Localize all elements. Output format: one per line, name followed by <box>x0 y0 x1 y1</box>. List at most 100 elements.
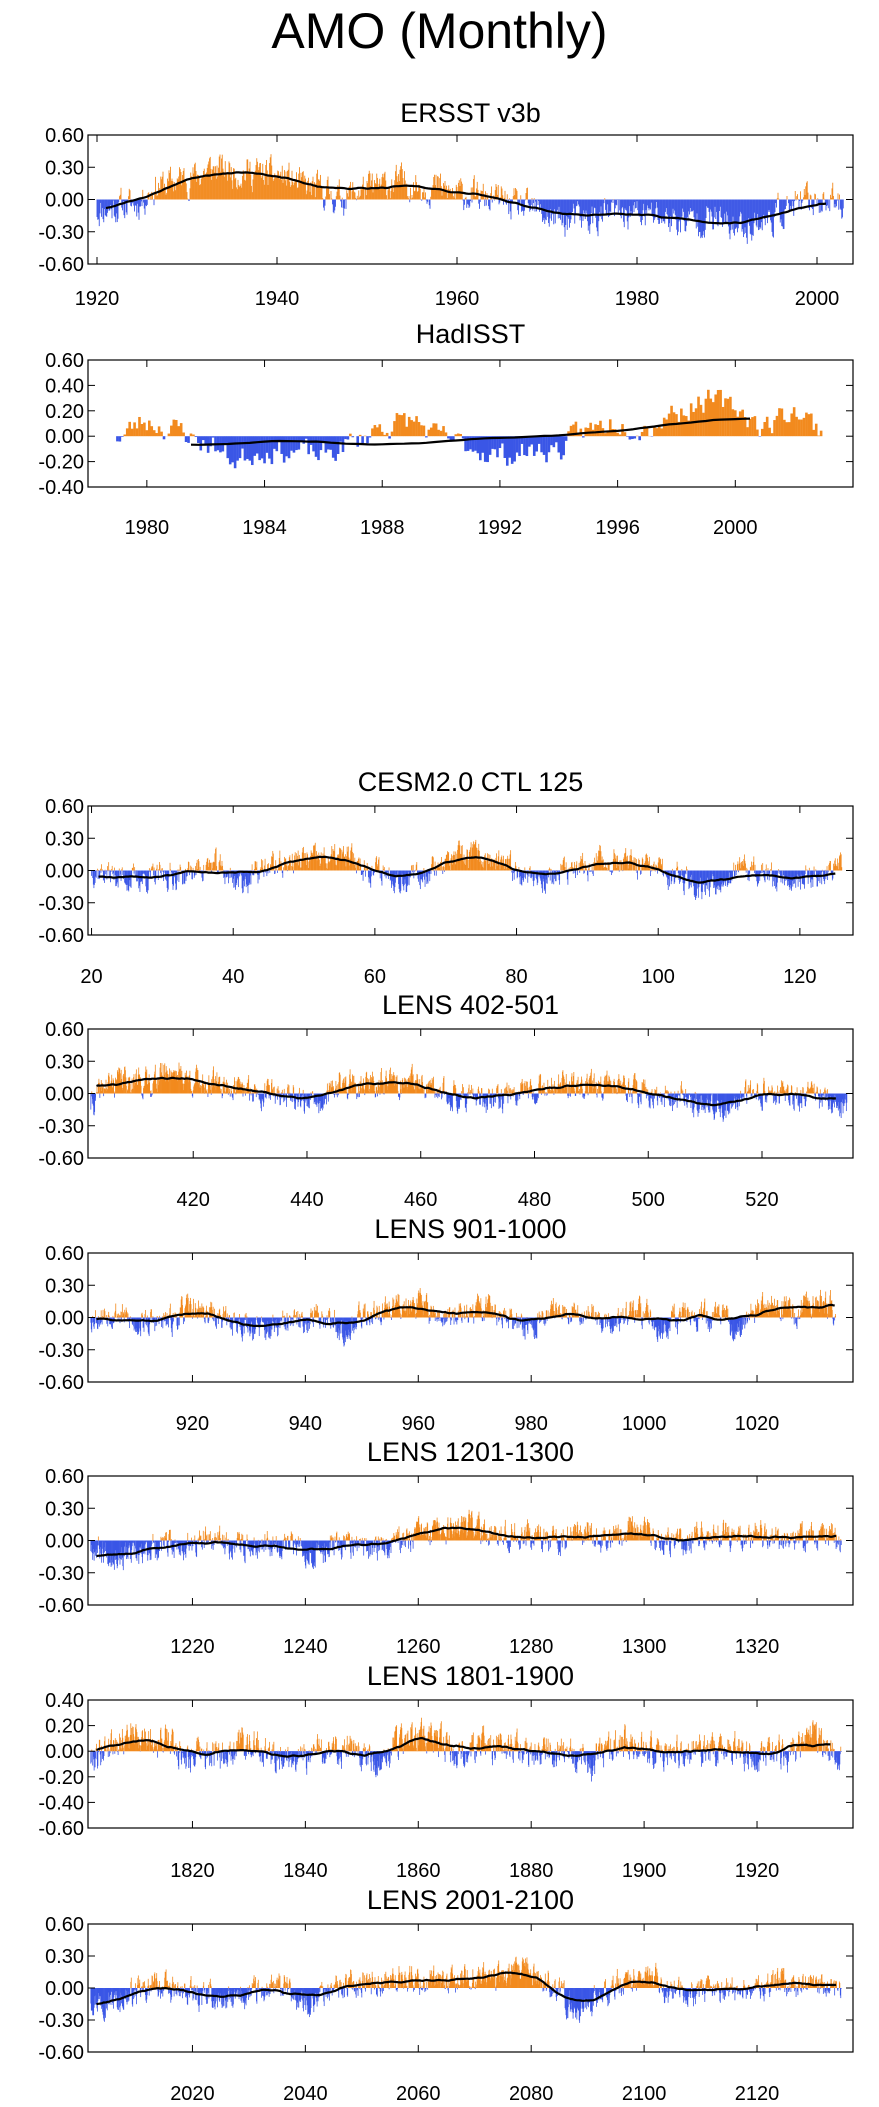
bar-positive <box>545 1092 547 1094</box>
bar-positive <box>504 865 506 871</box>
bar-negative <box>133 870 135 874</box>
bar-positive <box>167 181 169 200</box>
bar-positive <box>207 857 209 871</box>
bar-negative <box>795 870 797 880</box>
bar-negative <box>629 199 630 207</box>
bar-positive <box>736 416 740 437</box>
bar-positive <box>488 863 490 871</box>
bar-positive <box>447 851 448 871</box>
bar-positive <box>741 409 744 437</box>
bar-positive <box>338 186 339 200</box>
bar-positive <box>262 860 264 871</box>
bar-positive <box>323 847 325 871</box>
bar-negative <box>287 870 288 872</box>
bar-negative <box>774 870 776 878</box>
bar-positive <box>566 1085 568 1094</box>
bar-positive <box>260 177 262 200</box>
bar-positive <box>145 430 149 437</box>
bar-positive <box>325 196 327 200</box>
bar-positive <box>425 192 426 200</box>
bar-positive <box>500 859 501 871</box>
bar-positive <box>383 434 386 437</box>
bar-negative <box>265 1093 267 1099</box>
bar-positive <box>303 180 305 200</box>
bar-negative <box>728 199 730 234</box>
bar-positive <box>689 403 693 437</box>
bar-positive <box>351 843 353 871</box>
bar-negative <box>136 199 138 217</box>
bar-negative <box>770 199 771 221</box>
bar-negative <box>312 1317 314 1327</box>
bar-positive <box>157 1085 159 1094</box>
bar-positive <box>322 853 324 871</box>
bar-negative <box>741 199 743 232</box>
bar-positive <box>803 189 805 200</box>
bar-positive <box>116 1070 118 1094</box>
bar-positive <box>123 1313 125 1318</box>
bar-positive <box>153 1079 155 1094</box>
bar-positive <box>386 195 387 200</box>
bar-positive <box>231 1091 233 1094</box>
bar-negative <box>267 870 269 874</box>
bar-negative <box>514 870 516 872</box>
bar-positive <box>499 865 500 871</box>
bar-positive <box>336 191 338 200</box>
bar-positive <box>464 857 466 871</box>
bar-positive <box>495 184 497 200</box>
bar-positive <box>126 1089 128 1094</box>
bar-negative <box>91 1093 93 1104</box>
bar-positive <box>263 180 264 200</box>
bar-positive <box>540 1089 542 1094</box>
bar-negative <box>290 436 293 451</box>
bar-positive <box>133 863 134 871</box>
bar-negative <box>441 1093 443 1098</box>
bar-positive <box>282 867 284 871</box>
bar-positive <box>144 1071 146 1094</box>
bar-negative <box>236 870 238 878</box>
bar-positive <box>151 191 153 200</box>
bar-negative <box>134 870 136 878</box>
bar-positive <box>230 1086 232 1094</box>
bar-negative <box>567 1093 569 1099</box>
x-tick-label: 120 <box>783 966 816 988</box>
bar-negative <box>564 436 568 441</box>
bar-positive <box>821 869 823 871</box>
bar-negative <box>743 1093 745 1099</box>
bar-negative <box>670 870 671 876</box>
bar-positive <box>148 868 150 871</box>
bar-negative <box>822 1093 824 1096</box>
bar-negative <box>743 199 744 238</box>
bar-positive <box>682 1090 684 1094</box>
bar-negative <box>801 199 803 203</box>
bar-negative <box>700 199 702 239</box>
bar-negative <box>125 199 127 213</box>
bar-negative <box>420 870 422 880</box>
bar-negative <box>740 199 741 212</box>
bar-negative <box>720 199 722 217</box>
bar-negative <box>575 199 577 207</box>
bar-positive <box>177 1075 178 1094</box>
bar-negative <box>728 870 730 884</box>
bar-positive <box>220 1089 222 1094</box>
bar-positive <box>153 1074 155 1094</box>
bar-positive <box>341 197 343 200</box>
bar-positive <box>250 174 252 200</box>
bar-positive <box>179 1069 180 1094</box>
bar-negative <box>670 1093 671 1107</box>
bar-positive <box>329 862 330 871</box>
bar-negative <box>800 870 801 890</box>
bar-positive <box>355 867 356 871</box>
bar-negative <box>527 870 529 883</box>
bar-positive <box>661 858 663 871</box>
bar-positive <box>502 195 504 200</box>
bar-negative <box>398 870 400 889</box>
bar-positive <box>293 182 295 200</box>
bar-negative <box>728 199 729 227</box>
bar-positive <box>454 434 458 437</box>
bar-positive <box>143 1086 145 1094</box>
bar-positive <box>476 847 477 871</box>
y-tick-label: -0.30 <box>38 893 84 915</box>
bar-positive <box>212 868 213 871</box>
bar-positive <box>806 869 808 871</box>
bar-negative <box>128 870 130 887</box>
